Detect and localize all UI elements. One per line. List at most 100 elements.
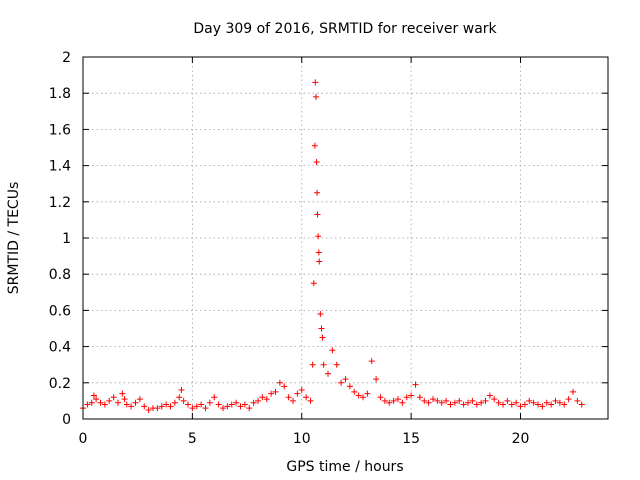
data-point bbox=[578, 401, 585, 408]
data-point bbox=[259, 394, 266, 401]
data-point bbox=[237, 403, 244, 410]
data-point bbox=[451, 399, 458, 406]
data-point bbox=[215, 401, 222, 408]
data-point bbox=[281, 383, 288, 390]
data-point bbox=[316, 258, 323, 265]
data-point bbox=[276, 379, 283, 386]
data-point bbox=[434, 397, 441, 404]
data-point bbox=[294, 390, 301, 397]
x-tick-label: 10 bbox=[293, 431, 311, 447]
data-point bbox=[570, 388, 576, 395]
data-point bbox=[416, 394, 423, 401]
data-point bbox=[110, 394, 117, 401]
data-point bbox=[386, 399, 393, 406]
data-point bbox=[500, 401, 506, 408]
data-point bbox=[486, 392, 493, 399]
data-point bbox=[224, 403, 231, 410]
data-point bbox=[106, 397, 113, 404]
data-point bbox=[425, 399, 432, 406]
data-point bbox=[132, 399, 139, 406]
data-point bbox=[185, 401, 191, 408]
y-tick-label: 2 bbox=[62, 50, 71, 66]
data-point bbox=[198, 401, 205, 408]
y-tick-label: 1.4 bbox=[49, 159, 71, 175]
data-point bbox=[460, 401, 467, 408]
data-point bbox=[408, 392, 415, 399]
y-tick-label: 1 bbox=[62, 231, 71, 247]
data-point bbox=[90, 392, 97, 399]
data-point bbox=[263, 396, 270, 403]
data-point bbox=[355, 392, 362, 399]
data-point bbox=[412, 381, 419, 388]
data-point bbox=[141, 403, 148, 410]
data-point bbox=[211, 394, 218, 401]
data-point bbox=[342, 376, 349, 383]
data-point bbox=[421, 397, 428, 404]
data-point bbox=[373, 376, 380, 383]
data-point bbox=[395, 396, 401, 403]
data-point bbox=[167, 403, 174, 410]
data-point bbox=[368, 358, 375, 365]
data-point bbox=[539, 403, 546, 410]
data-point bbox=[136, 396, 143, 403]
data-point bbox=[246, 405, 253, 412]
data-point bbox=[390, 397, 397, 404]
data-point bbox=[508, 401, 515, 408]
x-tick-label: 15 bbox=[402, 431, 420, 447]
data-point bbox=[202, 405, 209, 412]
data-point bbox=[101, 401, 108, 408]
data-point bbox=[469, 397, 476, 404]
data-point bbox=[163, 401, 170, 408]
data-point bbox=[314, 211, 321, 218]
data-point bbox=[220, 405, 226, 412]
data-point bbox=[319, 334, 326, 341]
data-point bbox=[325, 370, 331, 377]
data-point bbox=[513, 399, 520, 406]
data-point bbox=[250, 399, 257, 406]
tick-labels: 0 5 10 15 20 0 0.2 0.4 0.6 0.8 1 1.2 1.4 1.6 1.8 2 bbox=[49, 50, 530, 447]
data-point bbox=[154, 405, 161, 412]
data-point bbox=[403, 394, 410, 401]
data-point bbox=[311, 142, 318, 149]
data-point bbox=[430, 396, 436, 403]
data-point bbox=[158, 403, 165, 410]
data-point bbox=[285, 394, 292, 401]
data-point bbox=[307, 397, 314, 404]
data-point bbox=[145, 406, 152, 413]
data-point bbox=[84, 401, 91, 408]
data-point bbox=[561, 401, 568, 408]
data-point bbox=[115, 399, 121, 406]
data-points bbox=[80, 79, 585, 413]
data-point bbox=[303, 394, 310, 401]
data-point bbox=[312, 79, 319, 86]
data-point bbox=[443, 397, 450, 404]
data-point bbox=[574, 397, 581, 404]
data-point bbox=[526, 397, 533, 404]
data-point bbox=[93, 396, 100, 403]
data-point bbox=[495, 399, 502, 406]
x-tick-label: 5 bbox=[188, 431, 197, 447]
data-point bbox=[482, 397, 489, 404]
data-point bbox=[272, 388, 279, 395]
data-point bbox=[338, 379, 345, 386]
data-point bbox=[206, 399, 213, 406]
data-point bbox=[313, 158, 320, 165]
data-point bbox=[329, 347, 336, 354]
data-point bbox=[290, 397, 296, 404]
data-point bbox=[364, 390, 371, 397]
data-point bbox=[320, 361, 327, 368]
data-point bbox=[333, 361, 340, 368]
data-point bbox=[298, 387, 305, 394]
data-point bbox=[315, 233, 322, 240]
data-point bbox=[228, 401, 235, 408]
data-point bbox=[178, 387, 185, 394]
data-point bbox=[193, 403, 200, 410]
y-axis-label: SRMTID / TECUs bbox=[6, 182, 22, 295]
data-point bbox=[381, 397, 388, 404]
data-point bbox=[309, 361, 316, 368]
data-point bbox=[268, 390, 275, 397]
data-point bbox=[310, 280, 317, 287]
data-point bbox=[478, 399, 485, 406]
x-tick-label: 0 bbox=[79, 431, 88, 447]
